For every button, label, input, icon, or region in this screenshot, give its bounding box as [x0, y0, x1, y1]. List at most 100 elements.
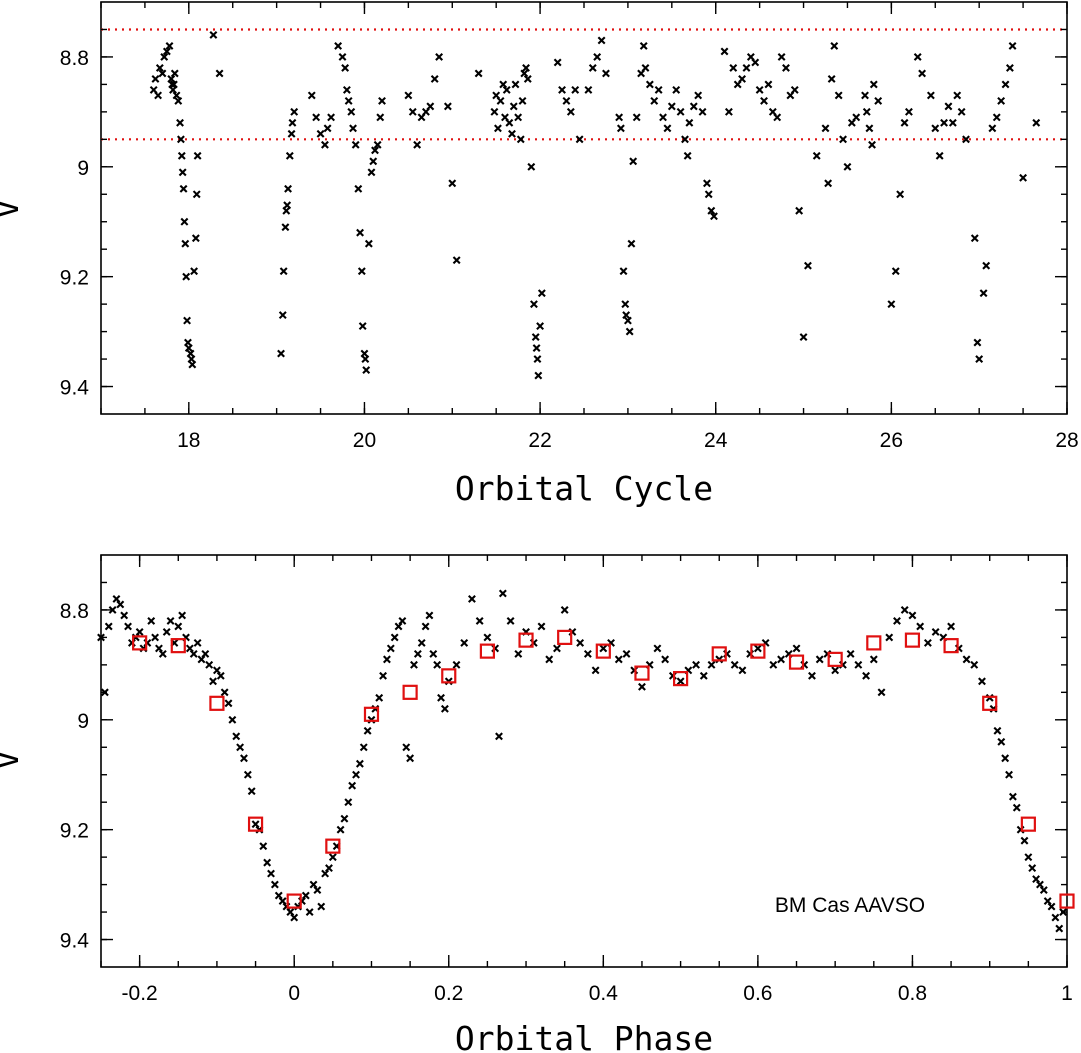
data-point — [151, 633, 160, 642]
y-ticks-top: 8.8 9 9.2 9.4 — [60, 28, 1067, 400]
data-point — [243, 770, 252, 779]
data-point — [839, 135, 848, 144]
plot-frame-bottom — [100, 554, 1068, 968]
data-point — [359, 743, 368, 752]
data-point — [430, 74, 439, 83]
data-point — [382, 655, 391, 664]
data-point — [209, 31, 218, 39]
x-tick-label: 0 — [288, 982, 300, 1005]
data-point — [790, 85, 799, 94]
data-point — [782, 63, 790, 72]
data-point — [681, 135, 689, 144]
data-point — [177, 151, 186, 160]
data-point — [379, 671, 388, 680]
data-point — [663, 124, 672, 133]
x-tick-label: -0.2 — [122, 982, 158, 1005]
data-point — [154, 91, 163, 100]
data-point — [769, 660, 778, 669]
data-point — [522, 63, 530, 72]
data-point — [338, 52, 347, 61]
data-point — [683, 151, 692, 160]
data-point — [558, 85, 566, 94]
data-point — [755, 85, 764, 94]
data-point — [846, 649, 855, 658]
data-point — [676, 677, 685, 686]
data-point — [1028, 864, 1037, 873]
data-point — [404, 91, 413, 100]
data-point — [979, 289, 988, 298]
data-point — [437, 693, 445, 702]
data-point — [316, 129, 325, 138]
data-point — [940, 118, 948, 127]
data-point — [192, 190, 201, 199]
data-point — [349, 124, 357, 133]
data-point — [913, 52, 922, 61]
annotation-bm-cas: BM Cas AAVSO — [775, 894, 925, 917]
data-point — [815, 655, 824, 664]
data-point — [184, 344, 193, 353]
data-point — [172, 91, 181, 100]
data-point — [764, 80, 773, 89]
data-point — [511, 80, 520, 89]
data-point — [120, 611, 129, 620]
data-point — [408, 107, 417, 116]
data-point — [707, 660, 716, 669]
data-point — [274, 891, 283, 900]
data-point — [502, 85, 511, 94]
data-point — [659, 113, 667, 122]
data-point — [435, 52, 444, 61]
data-point — [215, 69, 224, 78]
data-point — [821, 124, 830, 133]
data-point — [413, 140, 422, 149]
data-point — [997, 737, 1006, 746]
data-point — [1020, 836, 1029, 845]
data-point — [537, 289, 546, 298]
data-point — [421, 622, 430, 631]
data-point — [490, 107, 499, 116]
data-point — [831, 666, 840, 675]
data-point — [309, 880, 318, 889]
data-point — [307, 91, 316, 100]
data-point — [189, 649, 198, 658]
data-point — [862, 671, 871, 680]
data-point — [1043, 897, 1052, 906]
data-point — [361, 355, 370, 364]
data-point — [197, 655, 206, 664]
data-point — [562, 96, 571, 105]
data-point — [533, 355, 542, 364]
data-point — [327, 113, 336, 122]
data-point — [317, 902, 326, 911]
data-point — [704, 190, 713, 199]
binned-mean-marker — [518, 632, 534, 648]
data-point — [288, 118, 297, 127]
y-tick-label: 9.2 — [60, 267, 89, 290]
y-ticks-bottom: 8.8 9 9.2 9.4 — [60, 581, 1067, 953]
data-point — [799, 333, 808, 342]
binned-mean-marker — [132, 635, 148, 651]
data-point — [962, 655, 971, 664]
data-point — [852, 113, 861, 122]
data-point — [904, 107, 913, 116]
data-point — [506, 616, 515, 625]
data-point — [174, 96, 183, 105]
data-point — [1055, 924, 1064, 933]
data-point — [553, 58, 562, 67]
y-tick-label: 9.4 — [60, 930, 90, 953]
data-point — [468, 595, 476, 603]
data-point — [724, 107, 733, 116]
data-point — [619, 267, 628, 276]
data-point — [923, 638, 932, 647]
data-point — [632, 113, 641, 122]
y-tick-label: 9 — [77, 157, 89, 180]
data-point — [638, 682, 646, 691]
binned-mean-marker — [827, 651, 843, 667]
data-point — [629, 157, 638, 166]
binned-mean-marker — [247, 816, 264, 832]
data-point — [978, 677, 986, 686]
data-point — [362, 366, 371, 374]
data-point — [323, 124, 332, 133]
data-point — [720, 47, 729, 56]
data-point — [885, 633, 894, 642]
binned-mean-marker — [750, 643, 766, 659]
data-point — [426, 102, 435, 111]
